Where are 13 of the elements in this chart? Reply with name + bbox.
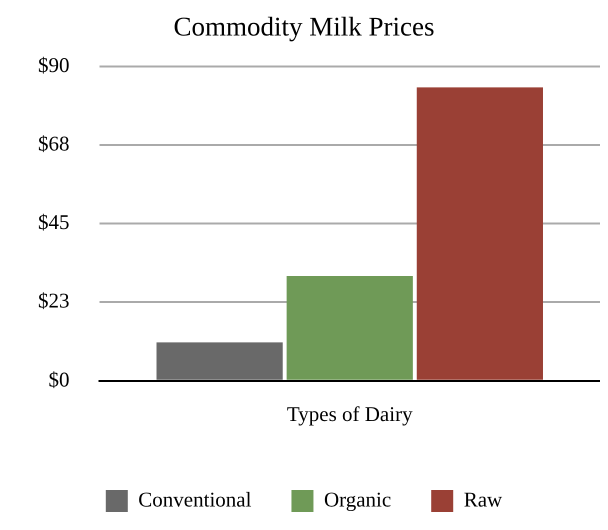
y-tick-label: $68 bbox=[38, 132, 70, 156]
x-tick-label: Types of Dairy bbox=[286, 402, 414, 426]
chart-title: Commodity Milk Prices bbox=[173, 11, 435, 42]
y-tick-label: $0 bbox=[48, 367, 70, 392]
bar bbox=[156, 342, 283, 380]
bar bbox=[416, 87, 543, 380]
bar bbox=[286, 276, 413, 380]
y-tick-label: $23 bbox=[38, 288, 70, 313]
legend-label: Organic bbox=[324, 488, 392, 512]
y-tick-label: $45 bbox=[38, 210, 70, 234]
legend-label: Raw bbox=[464, 488, 504, 512]
y-tick-label: $90 bbox=[38, 52, 70, 77]
legend-label: Conventional bbox=[138, 488, 252, 512]
